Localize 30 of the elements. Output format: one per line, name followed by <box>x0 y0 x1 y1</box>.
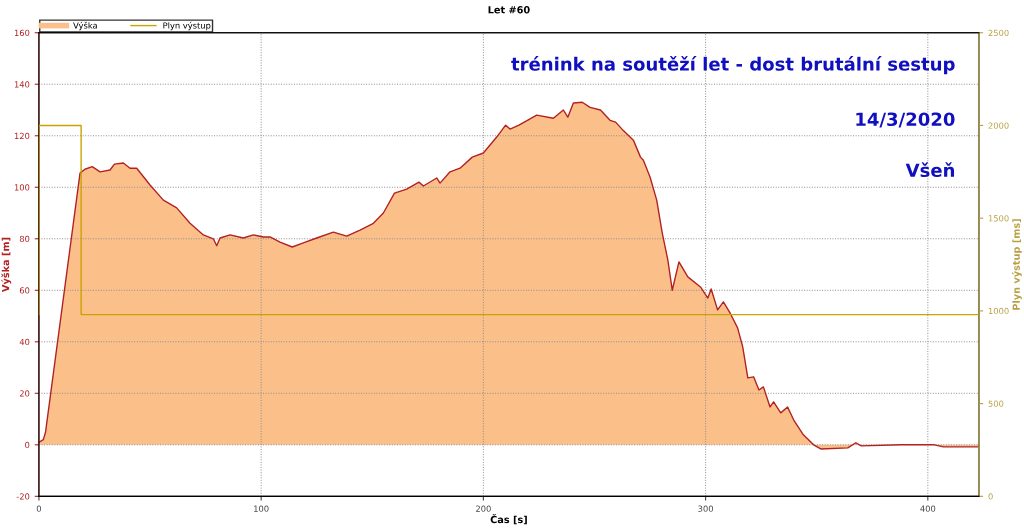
y-tick-label: 160 <box>14 29 30 37</box>
y-tick-label: 140 <box>14 81 30 88</box>
y2-tick-label: 500 <box>988 400 1004 407</box>
y-axis-title: Výška [m] <box>1 237 12 293</box>
x-tick-label: 0 <box>36 505 42 512</box>
chart-title: Let #60 <box>488 6 530 14</box>
x-tick-label: 100 <box>254 505 269 512</box>
y-tick-label: 80 <box>19 235 30 243</box>
y-tick-label: 0 <box>25 441 30 449</box>
x-tick-label: 400 <box>920 505 936 512</box>
y2-tick-label: 1000 <box>988 307 1009 315</box>
y-tick-label: 60 <box>19 287 30 294</box>
y-tick-label: 40 <box>19 338 30 346</box>
y-tick-label: 120 <box>14 132 30 140</box>
x-tick-label: 200 <box>476 505 491 512</box>
y2-tick-label: 1500 <box>988 215 1009 222</box>
legend-label: Výška <box>73 21 97 31</box>
y2-tick-label: 2000 <box>988 122 1009 129</box>
y2-axis-title: Plyn výstup [ms] <box>1011 219 1022 310</box>
y-tick-label: -20 <box>16 493 30 500</box>
y-tick-label: 20 <box>19 390 30 397</box>
annotation: trénink na soutěží let - dost brutální sestup <box>511 56 955 75</box>
legend-label: Plyn výstup <box>163 21 211 31</box>
annotation: 14/3/2020 <box>856 112 955 128</box>
annotation: Všeň <box>905 162 955 178</box>
y-tick-label: 100 <box>14 184 30 191</box>
y2-tick-label: 2500 <box>988 29 1009 37</box>
x-axis-title: Čas [s] <box>490 514 527 525</box>
x-tick-label: 300 <box>698 505 713 512</box>
y2-tick-label: 0 <box>988 493 993 500</box>
